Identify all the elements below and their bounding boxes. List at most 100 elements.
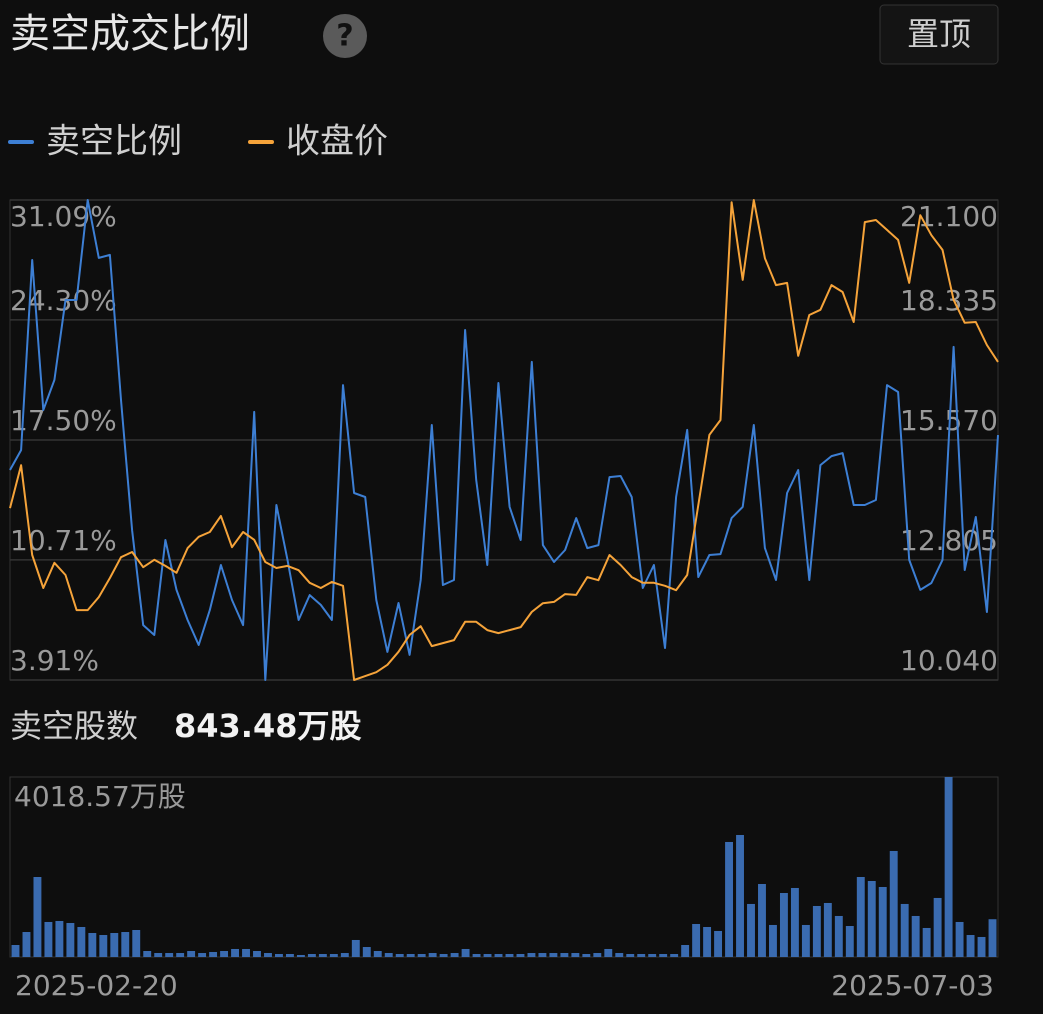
bar — [593, 953, 602, 957]
bar — [659, 953, 668, 957]
series-line — [9, 199, 999, 681]
bar — [285, 953, 294, 957]
x-tick-label: 2025-07-03 — [831, 969, 994, 1002]
bar — [11, 944, 20, 957]
bar — [461, 948, 470, 957]
bar — [242, 948, 250, 957]
bar — [220, 950, 229, 957]
bar — [231, 948, 239, 957]
bar — [66, 923, 75, 957]
bar — [626, 953, 635, 957]
bar — [264, 953, 272, 957]
bar — [472, 953, 481, 957]
bar — [417, 953, 426, 957]
bar — [922, 927, 931, 957]
bar — [296, 954, 305, 957]
bar — [483, 953, 492, 957]
bar — [538, 953, 547, 957]
bar — [275, 953, 283, 957]
bar-chart-title: 卖空股数 — [10, 707, 138, 745]
bar — [527, 953, 536, 957]
bar — [428, 953, 437, 957]
pin-button-text[interactable]: 置顶 — [907, 15, 971, 53]
bar — [406, 953, 415, 957]
bar — [22, 932, 31, 957]
bar — [681, 944, 690, 957]
bar — [758, 883, 766, 957]
x-tick-label: 2025-02-20 — [15, 969, 178, 1002]
y2-tick-label: 18.335 — [900, 284, 998, 317]
bar — [187, 950, 196, 957]
bar — [99, 935, 108, 957]
bar — [307, 953, 316, 957]
bar — [143, 950, 152, 957]
bar — [395, 953, 404, 957]
help-icon-text[interactable]: ? — [336, 19, 353, 54]
bar — [790, 887, 799, 957]
bar-chart-subtitle: 843.48万股 — [174, 707, 362, 745]
bar — [845, 926, 854, 957]
bar — [878, 886, 887, 957]
bar — [615, 953, 624, 957]
legend-label: 卖空比例 — [46, 122, 182, 162]
bar — [977, 936, 986, 957]
bar — [955, 921, 964, 957]
bar — [900, 903, 909, 957]
bar — [55, 920, 64, 957]
bar — [812, 905, 821, 957]
bar — [747, 903, 755, 957]
y-tick-label: 31.09% — [10, 200, 117, 233]
y-tick-label: 17.50% — [10, 404, 117, 437]
y-tick-label: 4018.57万股 — [14, 780, 186, 813]
y2-tick-label: 21.100 — [900, 200, 998, 233]
legend-label: 收盘价 — [286, 122, 388, 162]
bar — [198, 953, 207, 957]
bar — [318, 953, 327, 957]
bar — [516, 953, 525, 957]
bar — [867, 880, 876, 957]
bar — [988, 919, 997, 957]
bar — [439, 953, 448, 957]
bar — [176, 953, 185, 957]
bar — [560, 953, 569, 957]
pin-button[interactable] — [879, 4, 999, 65]
bar — [769, 924, 777, 957]
bar — [110, 932, 119, 957]
help-icon[interactable] — [323, 14, 367, 58]
bar — [670, 953, 679, 957]
y-tick-label: 3.91% — [10, 644, 99, 677]
bar — [209, 951, 218, 957]
bar — [714, 930, 723, 957]
bar — [703, 926, 712, 957]
bar — [44, 921, 53, 957]
bar — [154, 953, 163, 957]
bar — [604, 948, 613, 957]
bar — [637, 953, 646, 957]
bar — [340, 953, 349, 957]
y-tick-label: 10.71% — [10, 524, 117, 557]
bar — [253, 950, 261, 957]
bar — [911, 915, 920, 957]
bar — [165, 953, 174, 957]
bar — [121, 932, 130, 957]
bar — [834, 915, 843, 957]
bar — [779, 892, 788, 957]
bar — [494, 953, 503, 957]
bar — [549, 953, 558, 957]
bar — [373, 950, 382, 957]
bar — [725, 841, 733, 957]
bar — [856, 877, 865, 957]
bar — [823, 902, 832, 957]
bar — [933, 897, 942, 957]
bar — [736, 834, 744, 957]
bar — [351, 939, 360, 957]
bar — [329, 953, 338, 957]
bar — [582, 953, 591, 957]
bar — [132, 929, 141, 957]
bar — [692, 923, 701, 957]
series-line — [9, 199, 999, 681]
bar — [77, 926, 86, 957]
bar — [944, 777, 953, 957]
